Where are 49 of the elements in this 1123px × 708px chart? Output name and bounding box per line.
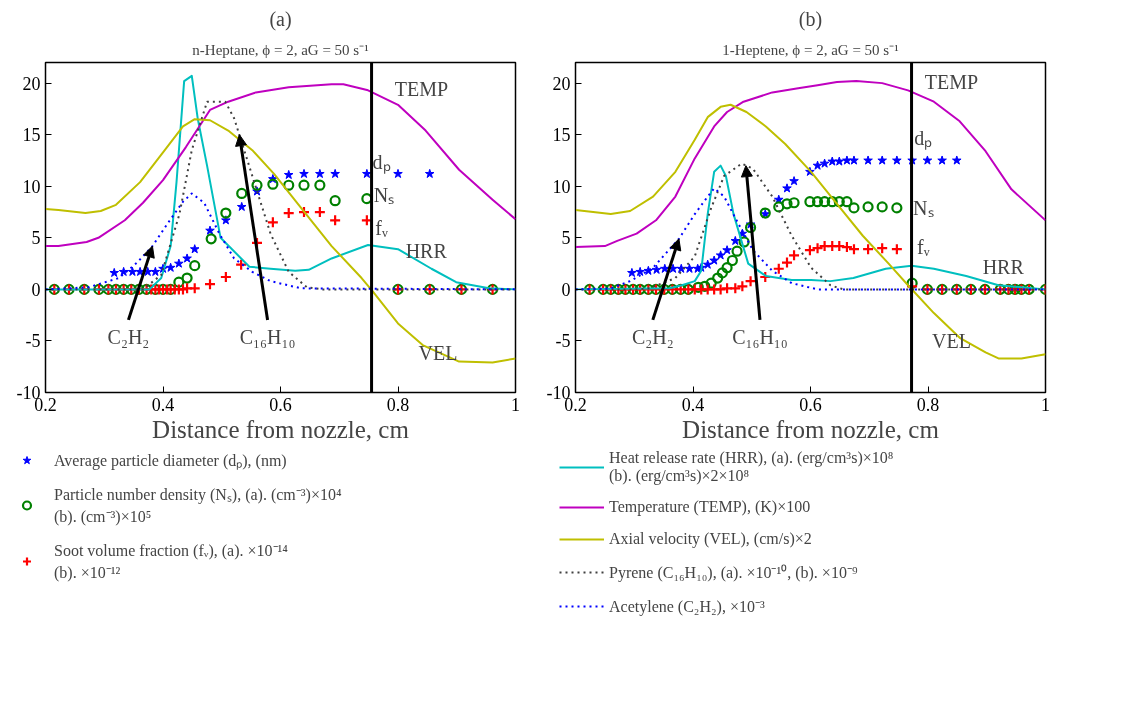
legend-label: Soot volume fraction (fᵥ), (a). ×10⁻¹⁴ (b). ×10⁻¹²: [54, 541, 288, 583]
x-tick-label: 0.6: [799, 394, 822, 415]
x-tick-label: 1: [511, 394, 520, 415]
y-tick-label: 15: [552, 125, 571, 146]
x-axis-title: Distance from nozzle, cm: [152, 415, 410, 443]
x-tick-label: 0.6: [269, 394, 292, 415]
x-tick-label: 0.8: [916, 394, 940, 415]
annotation: fᵥ: [917, 236, 930, 259]
legend-label: Heat release rate (HRR), (a). (erg/cm³s)×10⁸ (b). (erg/cm³s)×2×10⁸: [609, 449, 894, 485]
x-tick-label: 0.8: [386, 394, 410, 415]
annotation: C₁₆H₁₀: [732, 325, 788, 348]
x-tick-label: 1: [1041, 394, 1050, 415]
y-tick-label: 0: [31, 279, 41, 300]
y-tick-label: -5: [25, 331, 41, 352]
chart-title: (b): [798, 7, 823, 31]
y-tick-label: 5: [31, 228, 41, 249]
x-axis-title: Distance from nozzle, cm: [682, 415, 940, 443]
chart-subtitle: 1-Heptene, ϕ = 2, aG = 50 s⁻¹: [722, 41, 899, 58]
annotation: Nₛ: [373, 183, 395, 206]
x-tick-label: 0.4: [681, 394, 705, 415]
y-tick-label: 5: [561, 228, 571, 249]
annotation: C₂H₂: [631, 325, 674, 348]
annotation: HRR: [405, 239, 448, 262]
chart-subtitle: n-Heptane, ϕ = 2, aG = 50 s⁻¹: [192, 41, 369, 58]
annotation: VEL: [932, 330, 971, 353]
chart-title: (a): [269, 7, 292, 31]
y-tick-label: 0: [561, 279, 571, 300]
annotation: Nₛ: [913, 196, 934, 219]
y-tick-label: 10: [22, 176, 41, 197]
legend-label: Average particle diameter (dₚ), (nm): [54, 451, 287, 471]
y-tick-label: 20: [22, 73, 41, 94]
legend-label: Temperature (TEMP), (K)×100: [609, 497, 811, 517]
y-tick-label: 10: [552, 176, 571, 197]
annotation: dₚ: [914, 127, 933, 151]
annotation: dₚ: [372, 150, 391, 174]
annotation: TEMP: [394, 77, 449, 100]
y-tick-label: -5: [555, 331, 571, 352]
annotation: HRR: [982, 256, 1025, 279]
annotation: TEMP: [924, 71, 979, 94]
legend-label: Particle number density (Nₛ), (a). (cm⁻³)×10⁴ (b). (cm⁻³)×10⁵: [54, 485, 342, 527]
y-tick-label: 20: [552, 73, 571, 94]
legend-label: Acetylene (C₂H₂), ×10⁻³: [609, 597, 765, 617]
legend-label: Axial velocity (VEL), (cm/s)×2: [609, 529, 812, 549]
annotation: fᵥ: [375, 216, 388, 239]
x-tick-label: 0.4: [151, 394, 175, 415]
annotation: C₁₆H₁₀: [239, 325, 296, 348]
annotation: C₂H₂: [107, 325, 150, 348]
legend-label: Pyrene (C₁₆H₁₀), (a). ×10⁻¹⁰, (b). ×10⁻⁹: [609, 563, 858, 583]
y-tick-label: 15: [22, 125, 41, 146]
